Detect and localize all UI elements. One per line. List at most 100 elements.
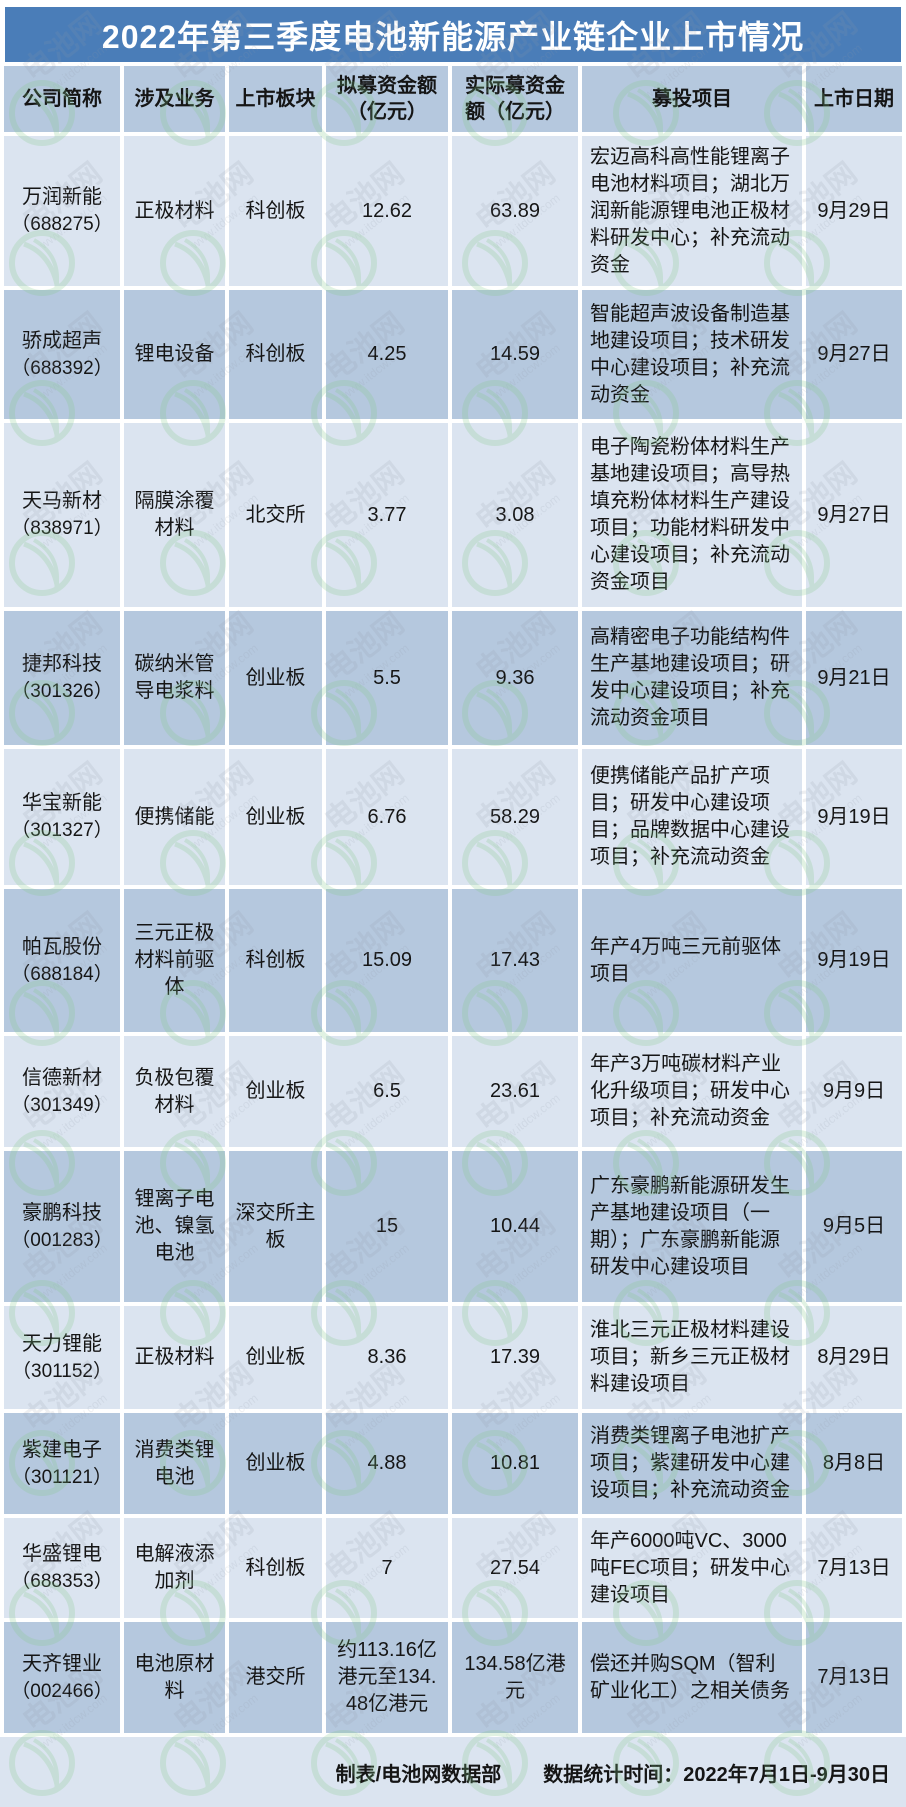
- footer: 制表/电池网数据部 数据统计时间：2022年7月1日-9月30日: [0, 1737, 906, 1807]
- col-header-company: 公司简称: [4, 66, 120, 132]
- board-cell: 创业板: [229, 611, 322, 745]
- actual-amount-cell: 23.61: [452, 1036, 578, 1147]
- listing-date-cell: 9月27日: [806, 290, 902, 419]
- stock-code: （301326）: [11, 681, 113, 702]
- board-cell: 科创板: [229, 889, 322, 1032]
- actual-amount-cell: 10.81: [452, 1413, 578, 1514]
- company-name: 天马新材: [22, 490, 102, 512]
- listing-date-cell: 8月29日: [806, 1306, 902, 1409]
- company-cell: 紫建电子 （301121）: [4, 1413, 120, 1514]
- company-cell: 信德新材 （301349）: [4, 1036, 120, 1147]
- stock-code: （838971）: [11, 518, 113, 539]
- table-row: 华盛锂电 （688353） 电解液添加剂 科创板 7 27.54 年产6000吨V…: [4, 1518, 902, 1618]
- table-row: 天马新材 （838971） 隔膜涂覆材料 北交所 3.77 3.08 电子陶瓷粉体…: [4, 423, 902, 607]
- table-header-row: 公司简称 涉及业务 上市板块 拟募资金额（亿元） 实际募资金额（亿元） 募投项目…: [4, 66, 902, 132]
- business-cell: 消费类锂电池: [124, 1413, 225, 1514]
- listing-date-cell: 8月8日: [806, 1413, 902, 1514]
- table-row: 紫建电子 （301121） 消费类锂电池 创业板 4.88 10.81 消费类锂离…: [4, 1413, 902, 1514]
- listing-date-cell: 9月19日: [806, 889, 902, 1032]
- company-name: 华宝新能: [22, 792, 102, 814]
- stock-code: （301121）: [12, 1466, 112, 1488]
- actual-amount-cell: 10.44: [452, 1151, 578, 1302]
- company-name: 万润新能: [22, 186, 102, 208]
- board-cell: 深交所主板: [229, 1151, 322, 1302]
- table-row: 豪鹏科技 （001283） 锂离子电池、镍氢电池 深交所主板 15 10.44 广…: [4, 1151, 902, 1302]
- planned-amount-cell: 12.62: [326, 136, 448, 286]
- projects-cell: 偿还并购SQM（智利矿业化工）之相关债务: [582, 1622, 802, 1733]
- stock-code: （688353）: [11, 1571, 113, 1592]
- company-name: 骄成超声: [22, 329, 102, 352]
- business-cell: 隔膜涂覆材料: [124, 423, 225, 607]
- table-row: 帕瓦股份 （688184） 三元正极材料前驱体 科创板 15.09 17.43 年…: [4, 889, 902, 1032]
- board-cell: 科创板: [229, 290, 322, 419]
- planned-amount-cell: 7: [326, 1518, 448, 1618]
- planned-amount-cell: 15: [326, 1151, 448, 1302]
- business-cell: 正极材料: [124, 1306, 225, 1409]
- projects-cell: 年产4万吨三元前驱体项目: [582, 889, 802, 1032]
- projects-cell: 高精密电子功能结构件生产基地建设项目；研发中心建设项目；补充流动资金项目: [582, 611, 802, 745]
- company-cell: 天马新材 （838971）: [4, 423, 120, 607]
- projects-cell: 淮北三元正极材料建设项目；新乡三元正极材料建设项目: [582, 1306, 802, 1409]
- stock-code: （001283）: [11, 1229, 113, 1251]
- projects-cell: 年产6000吨VC、3000吨FEC项目；研发中心建设项目: [582, 1518, 802, 1618]
- stock-code: （301327）: [11, 820, 113, 841]
- board-cell: 北交所: [229, 423, 322, 607]
- actual-amount-cell: 134.58亿港元: [452, 1622, 578, 1733]
- table-row: 天齐锂业 （002466） 电池原材料 港交所 约113.16亿港元至134.48…: [4, 1622, 902, 1733]
- listing-date-cell: 9月9日: [806, 1036, 902, 1147]
- listing-date-cell: 7月13日: [806, 1518, 902, 1618]
- footer-maker: 制表/电池网数据部: [335, 1763, 502, 1786]
- actual-amount-cell: 17.39: [452, 1306, 578, 1409]
- col-header-projects: 募投项目: [582, 66, 802, 132]
- projects-cell: 便携储能产品扩产项目；研发中心建设项目；品牌数据中心建设项目；补充流动资金: [582, 749, 802, 885]
- company-name: 天齐锂业: [22, 1652, 102, 1675]
- stock-code: （002466）: [11, 1680, 113, 1702]
- planned-amount-cell: 4.88: [326, 1413, 448, 1514]
- footer-period: 数据统计时间：2022年7月1日-9月30日: [543, 1763, 890, 1786]
- planned-amount-cell: 约113.16亿港元至134.48亿港元: [326, 1622, 448, 1733]
- col-header-business: 涉及业务: [124, 66, 225, 132]
- company-cell: 天力锂能 （301152）: [4, 1306, 120, 1409]
- business-cell: 三元正极材料前驱体: [124, 889, 225, 1032]
- board-cell: 创业板: [229, 749, 322, 885]
- company-name: 豪鹏科技: [22, 1201, 102, 1224]
- col-header-actual: 实际募资金额（亿元）: [452, 66, 578, 132]
- company-name: 华盛锂电: [22, 1543, 102, 1565]
- actual-amount-cell: 3.08: [452, 423, 578, 607]
- company-cell: 天齐锂业 （002466）: [4, 1622, 120, 1733]
- actual-amount-cell: 17.43: [452, 889, 578, 1032]
- col-header-date: 上市日期: [806, 66, 902, 132]
- actual-amount-cell: 9.36: [452, 611, 578, 745]
- company-cell: 华盛锂电 （688353）: [4, 1518, 120, 1618]
- company-cell: 捷邦科技 （301326）: [4, 611, 120, 745]
- company-name: 帕瓦股份: [22, 935, 102, 958]
- stock-code: （688392）: [11, 357, 113, 379]
- board-cell: 科创板: [229, 1518, 322, 1618]
- projects-cell: 宏迈高科高性能锂离子电池材料项目；湖北万润新能源锂电池正极材料研发中心；补充流动…: [582, 136, 802, 286]
- projects-cell: 广东豪鹏新能源研发生产基地建设项目（一期）；广东豪鹏新能源研发中心建设项目: [582, 1151, 802, 1302]
- listing-date-cell: 9月29日: [806, 136, 902, 286]
- company-cell: 骄成超声 （688392）: [4, 290, 120, 419]
- business-cell: 电解液添加剂: [124, 1518, 225, 1618]
- company-name: 捷邦科技: [22, 653, 102, 675]
- planned-amount-cell: 8.36: [326, 1306, 448, 1409]
- board-cell: 创业板: [229, 1036, 322, 1147]
- listing-date-cell: 9月27日: [806, 423, 902, 607]
- table-row: 天力锂能 （301152） 正极材料 创业板 8.36 17.39 淮北三元正极材…: [4, 1306, 902, 1409]
- table-row: 华宝新能 （301327） 便携储能 创业板 6.76 58.29 便携储能产品扩…: [4, 749, 902, 885]
- planned-amount-cell: 6.5: [326, 1036, 448, 1147]
- company-name: 信德新材: [22, 1066, 102, 1089]
- projects-cell: 消费类锂离子电池扩产项目；紫建研发中心建设项目；补充流动资金: [582, 1413, 802, 1514]
- company-name: 天力锂能: [22, 1332, 102, 1355]
- projects-cell: 年产3万吨碳材料产业化升级项目；研发中心项目；补充流动资金: [582, 1036, 802, 1147]
- listing-date-cell: 7月13日: [806, 1622, 902, 1733]
- listing-date-cell: 9月5日: [806, 1151, 902, 1302]
- table-row: 捷邦科技 （301326） 碳纳米管导电浆料 创业板 5.5 9.36 高精密电子…: [4, 611, 902, 745]
- business-cell: 锂离子电池、镍氢电池: [124, 1151, 225, 1302]
- business-cell: 负极包覆材料: [124, 1036, 225, 1147]
- business-cell: 碳纳米管导电浆料: [124, 611, 225, 745]
- business-cell: 电池原材料: [124, 1622, 225, 1733]
- board-cell: 科创板: [229, 136, 322, 286]
- actual-amount-cell: 14.59: [452, 290, 578, 419]
